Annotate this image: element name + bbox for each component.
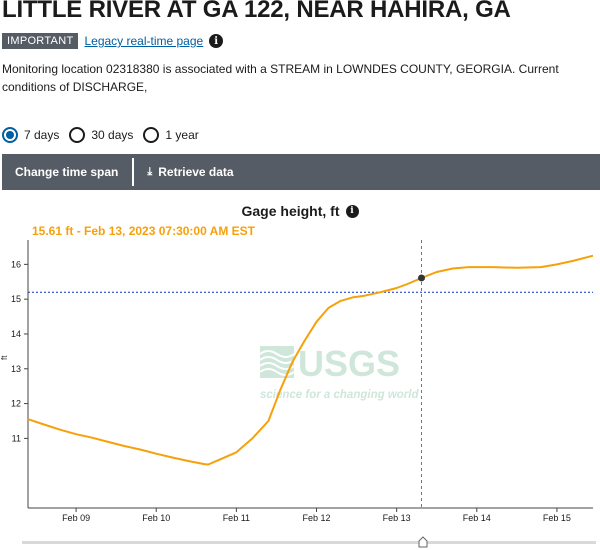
watermark-wave bbox=[259, 368, 295, 376]
x-tick-label: Feb 09 bbox=[62, 513, 90, 523]
radio-label: 30 days bbox=[91, 128, 134, 142]
usgs-watermark: USGS science for a changing world bbox=[259, 343, 419, 401]
y-tick-label: 14 bbox=[11, 329, 21, 339]
y-tick-label: 16 bbox=[11, 259, 21, 269]
time-span-options: 7 days 30 days 1 year bbox=[2, 125, 209, 145]
page-title: LITTLE RIVER AT GA 122, NEAR HAHIRA, GA bbox=[2, 0, 511, 23]
chart-title: Gage height, ft bbox=[241, 203, 340, 219]
important-badge: IMPORTANT bbox=[2, 33, 79, 49]
watermark-wave bbox=[259, 356, 295, 364]
data-toolbar: Change time span ⤓ Retrieve data bbox=[2, 154, 600, 190]
chart-plot-area bbox=[27, 240, 594, 508]
y-tick-label: 13 bbox=[11, 364, 21, 374]
radio-label: 1 year bbox=[165, 128, 199, 142]
x-tick-label: Feb 13 bbox=[383, 513, 411, 523]
cursor-readout: 15.61 ft - Feb 13, 2023 07:30:00 AM EST bbox=[32, 224, 255, 238]
y-tick-label: 11 bbox=[12, 433, 21, 443]
retrieve-data-label: Retrieve data bbox=[158, 165, 234, 179]
retrieve-data-button[interactable]: ⤓ Retrieve data bbox=[134, 154, 247, 190]
radio-option-1-year[interactable]: 1 year bbox=[143, 127, 199, 143]
gage-height-series-line bbox=[27, 254, 594, 466]
x-tick-label: Feb 11 bbox=[223, 513, 250, 523]
legacy-realtime-link[interactable]: Legacy real-time page bbox=[84, 34, 204, 48]
y-tick-label: 15 bbox=[11, 294, 21, 304]
watermark-wave bbox=[259, 350, 295, 358]
radio-label: 7 days bbox=[24, 128, 60, 142]
x-tick-label: Feb 10 bbox=[142, 513, 170, 523]
radio-option-7-days[interactable]: 7 days bbox=[2, 127, 59, 143]
radio-button[interactable] bbox=[69, 127, 86, 143]
y-axis-label: ft bbox=[0, 355, 9, 360]
watermark-brand: USGS bbox=[298, 343, 400, 384]
location-description: Monitoring location 02318380 is associat… bbox=[2, 62, 559, 94]
chart-axes: 11 12 13 14 15 16 Feb 09 Feb 10 Feb 11 Feb 12 Feb … bbox=[11, 240, 593, 523]
download-icon: ⤓ bbox=[147, 165, 153, 178]
x-tick-label: Feb 15 bbox=[543, 513, 571, 523]
radio-button[interactable] bbox=[143, 127, 160, 143]
x-tick-label: Feb 12 bbox=[302, 513, 330, 523]
y-tick-label: 12 bbox=[11, 399, 21, 409]
chart-info-icon[interactable]: i bbox=[345, 204, 359, 218]
radio-button[interactable] bbox=[2, 127, 18, 143]
cursor-point bbox=[417, 274, 425, 282]
x-tick-label: Feb 14 bbox=[463, 513, 491, 523]
radio-option-30-days[interactable]: 30 days bbox=[69, 127, 133, 143]
info-icon[interactable]: i bbox=[209, 34, 224, 48]
scrollbar-handle[interactable] bbox=[418, 536, 428, 548]
time-scrollbar[interactable] bbox=[22, 541, 596, 544]
watermark-tagline: science for a changing world bbox=[260, 389, 419, 401]
change-time-span-button[interactable]: Change time span bbox=[15, 165, 119, 179]
chart-title-row: Gage height, ft i bbox=[0, 203, 600, 219]
notice-row: IMPORTANT Legacy real-time page i bbox=[2, 32, 224, 50]
toolbar-divider bbox=[132, 158, 135, 186]
